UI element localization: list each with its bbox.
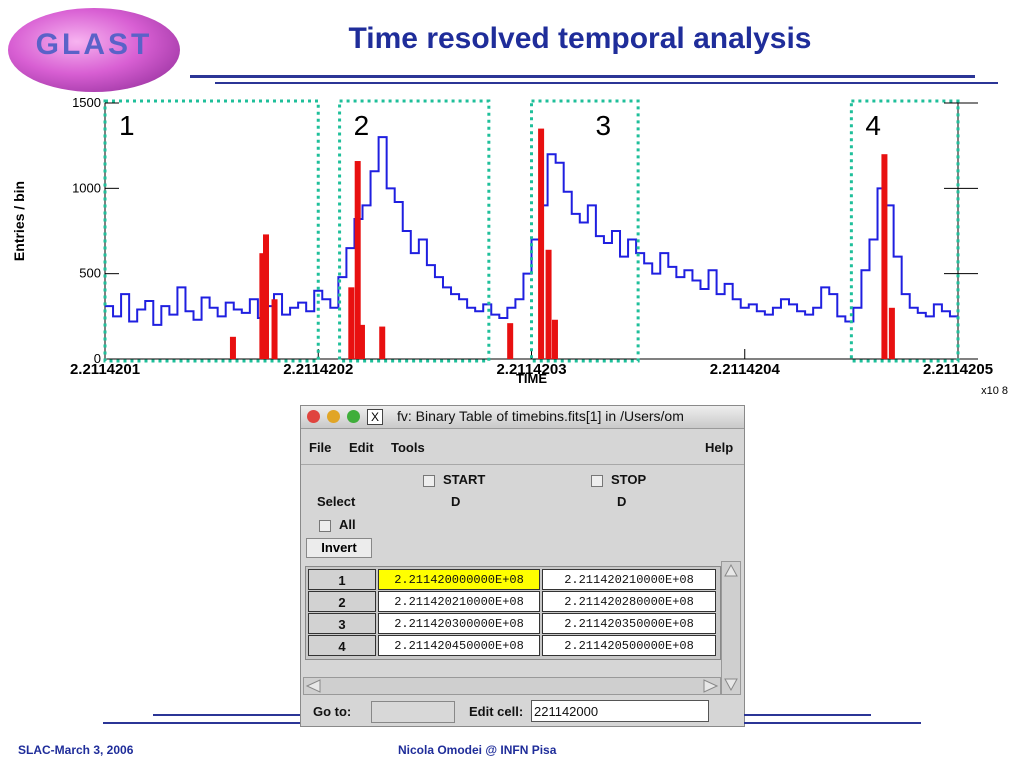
table-cell-start-4[interactable]: 2.211420450000E+08 <box>378 635 540 656</box>
row-header-3[interactable]: 3 <box>308 613 376 634</box>
title-underline-top <box>190 75 975 78</box>
selected-bin-bar-10 <box>545 249 552 359</box>
selected-bin-bar-6 <box>358 324 365 359</box>
table-cell-stop-4[interactable]: 2.211420500000E+08 <box>542 635 716 656</box>
close-window-icon[interactable] <box>307 410 320 423</box>
menu-file[interactable]: File <box>309 440 332 455</box>
light-curve-series <box>105 136 958 326</box>
time-window-label-3: 3 <box>595 110 611 141</box>
minimize-window-icon[interactable] <box>327 410 340 423</box>
x-tick-label-4: 2.2114205 <box>923 361 993 378</box>
y-tick-label-3: 1500 <box>72 95 101 110</box>
footer-rule-left-top <box>153 714 300 716</box>
select-all-label: All <box>339 517 356 532</box>
selected-bin-bar-8 <box>507 323 514 359</box>
select-all-checkbox[interactable] <box>319 520 331 532</box>
footer-author: Nicola Omodei @ INFN Pisa <box>398 743 557 757</box>
goto-label: Go to: <box>313 704 352 719</box>
start-column-checkbox[interactable] <box>423 475 435 487</box>
select-label: Select <box>317 494 356 509</box>
glast-logo <box>8 8 180 92</box>
zoom-window-icon[interactable] <box>347 410 360 423</box>
menu-help[interactable]: Help <box>705 440 734 455</box>
start-column-header: START <box>443 472 486 487</box>
scroll-arrows-icon <box>724 563 738 692</box>
footer-rule-right-bottom <box>744 722 921 724</box>
time-window-label-1: 1 <box>119 110 135 141</box>
fv-title-bar[interactable]: X fv: Binary Table of timebins.fits[1] i… <box>301 406 744 429</box>
light-curve-chart: 0 500 1000 1500 2.2114201 2.2114202 2.2114203 2… <box>11 95 1008 397</box>
edit-cell-input[interactable]: 221142000 <box>531 700 709 722</box>
x-tick-label-2: 2.2114203 <box>496 361 566 378</box>
invert-button[interactable]: Invert <box>306 538 372 558</box>
table-cell-stop-2[interactable]: 2.211420280000E+08 <box>542 591 716 612</box>
start-unit: D <box>451 494 461 509</box>
time-window-box-4 <box>849 99 960 363</box>
selected-bin-bar-13 <box>888 307 895 359</box>
edit-cell-label: Edit cell: <box>469 704 524 719</box>
horizontal-scrollbar[interactable] <box>303 677 721 695</box>
table-cell-stop-3[interactable]: 2.211420350000E+08 <box>542 613 716 634</box>
stop-unit: D <box>617 494 627 509</box>
logo-text: GLAST <box>35 28 153 61</box>
y-tick-label-1: 500 <box>79 266 101 281</box>
selected-bin-bar-4 <box>348 287 355 359</box>
time-window-box-1 <box>103 99 320 363</box>
y-tick-label-2: 1000 <box>72 180 101 195</box>
table-cell-start-2[interactable]: 2.211420210000E+08 <box>378 591 540 612</box>
x-tick-label-3: 2.2114204 <box>710 361 781 378</box>
x-tick-label-0: 2.2114201 <box>70 361 140 378</box>
table-cell-stop-1[interactable]: 2.211420210000E+08 <box>542 569 716 590</box>
time-window-box-2 <box>338 99 491 363</box>
selected-bin-bar-3 <box>271 299 278 359</box>
row-header-1[interactable]: 1 <box>308 569 376 590</box>
selected-bin-bar-9 <box>538 128 545 359</box>
title-underline-bottom <box>215 82 998 84</box>
row-header-2[interactable]: 2 <box>308 591 376 612</box>
selected-bin-bar-11 <box>551 319 558 359</box>
stop-column-header: STOP <box>611 472 647 487</box>
horizontal-scroll-arrows-icon <box>305 679 719 693</box>
table-cell-start-1[interactable]: 2.211420000000E+08 <box>378 569 540 590</box>
selected-bin-bar-12 <box>881 154 888 359</box>
footer-rule-right-top <box>744 714 871 716</box>
time-window-label-4: 4 <box>865 110 881 141</box>
menu-separator <box>301 464 744 465</box>
time-window-box-3 <box>530 99 640 363</box>
stop-column-checkbox[interactable] <box>591 475 603 487</box>
x-axis-label: TIME <box>516 371 547 386</box>
footer-rule-left-bottom <box>103 722 300 724</box>
selected-bin-bar-1 <box>259 253 266 359</box>
data-table: 1 2.211420000000E+08 2.211420210000E+08 … <box>305 566 721 660</box>
slide-title: Time resolved temporal analysis <box>348 22 812 55</box>
time-window-label-2: 2 <box>354 110 370 141</box>
y-tick-label-0: 0 <box>94 351 101 366</box>
menu-edit[interactable]: Edit <box>349 440 374 455</box>
y-axis-label: Entries / bin <box>11 181 27 261</box>
selected-bin-bar-5 <box>354 161 361 359</box>
x-multiplier-label: x10 8 <box>981 385 1008 397</box>
x11-icon: X <box>367 409 383 425</box>
menu-tools[interactable]: Tools <box>391 440 425 455</box>
goto-input[interactable] <box>371 701 455 723</box>
footer-date: SLAC-March 3, 2006 <box>18 743 134 757</box>
row-header-4[interactable]: 4 <box>308 635 376 656</box>
vertical-scrollbar[interactable] <box>721 561 741 695</box>
x-tick-label-1: 2.2114202 <box>283 361 353 378</box>
window-title: fv: Binary Table of timebins.fits[1] in … <box>397 408 684 424</box>
fv-window: X fv: Binary Table of timebins.fits[1] i… <box>300 405 745 727</box>
selected-bin-bar-7 <box>379 326 386 359</box>
table-cell-start-3[interactable]: 2.211420300000E+08 <box>378 613 540 634</box>
selected-bin-bar-2 <box>263 234 270 359</box>
selected-bin-bar-0 <box>229 336 236 359</box>
